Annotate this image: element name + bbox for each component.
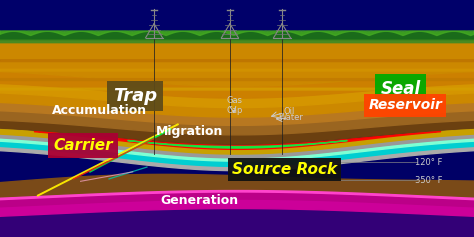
Text: 350° F: 350° F [415, 176, 442, 185]
Text: Reservoir: Reservoir [368, 98, 442, 113]
Text: 120° F: 120° F [415, 158, 442, 167]
Text: Seal: Seal [381, 80, 420, 98]
Text: Oil: Oil [283, 107, 295, 116]
Text: Trap: Trap [113, 87, 157, 105]
Text: Water: Water [279, 113, 304, 122]
Text: Migration: Migration [156, 125, 223, 138]
Text: Carrier: Carrier [53, 138, 113, 153]
Text: Source Rock: Source Rock [232, 162, 337, 177]
Text: Generation: Generation [160, 194, 238, 207]
Text: Accumulation: Accumulation [52, 104, 147, 117]
Text: Gas
Cap: Gas Cap [227, 96, 243, 115]
